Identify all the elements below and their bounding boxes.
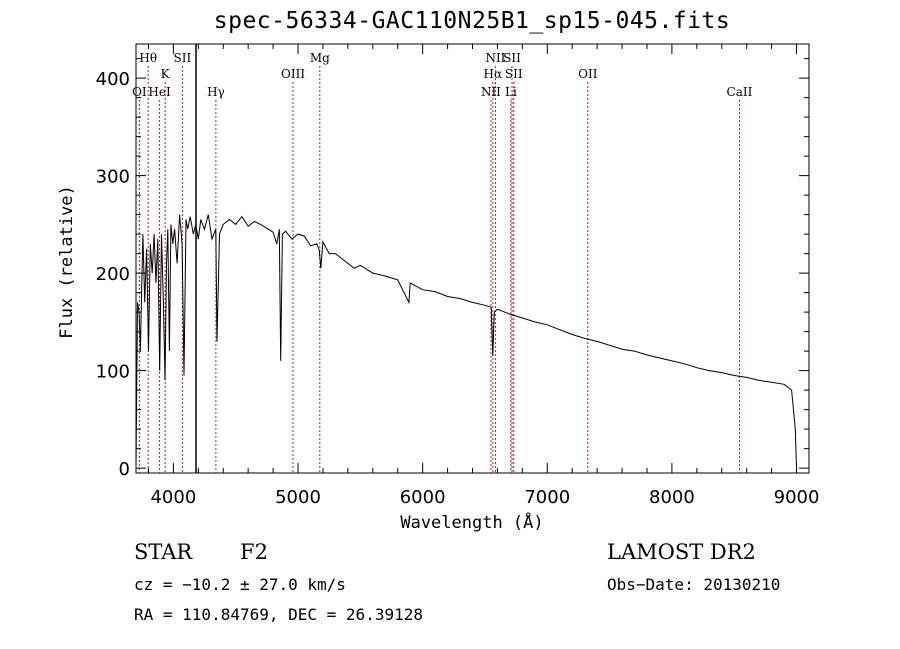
line-label: Hθ <box>139 51 157 65</box>
x-tick-label: 6000 <box>400 487 446 508</box>
line-label: Hα <box>484 67 503 81</box>
line-label: OII <box>578 67 598 81</box>
line-label: K <box>161 67 171 81</box>
line-label: NII <box>481 85 501 99</box>
plot-frame <box>135 43 810 474</box>
chart-title: spec-56334-GAC110N25B1_sp15-045.fits <box>213 8 731 34</box>
object-subclass: F2 <box>240 540 268 564</box>
y-tick-label: 100 <box>96 362 130 383</box>
line-label: SII <box>174 51 192 65</box>
line-markers <box>138 66 740 473</box>
ra-dec: RA = 110.84769, DEC = 26.39128 <box>134 605 423 624</box>
line-label: OI <box>132 85 147 99</box>
line-label: NII <box>485 51 505 65</box>
object-class: STAR <box>134 540 193 564</box>
x-tick-label: 7000 <box>524 487 570 508</box>
line-label: SII <box>503 51 521 65</box>
line-label: Mg <box>310 51 330 65</box>
line-labels: OIHθHeIKSIIHγOIIIMgNIIHαNIISIISIILiOIICa… <box>132 51 753 99</box>
x-axis-title: Wavelength (Å) <box>400 511 543 533</box>
line-label: HeI <box>148 85 171 99</box>
spectrum-line <box>135 214 797 469</box>
y-tick-label: 0 <box>119 459 130 480</box>
line-label: CaII <box>727 85 753 99</box>
redshift-cz: cz = −10.2 ± 27.0 km/s <box>134 575 346 594</box>
observation-date: Obs−Date: 20130210 <box>607 575 781 594</box>
x-tick-label: 4000 <box>150 487 196 508</box>
y-tick-label: 200 <box>96 264 130 285</box>
y-ticks: 0 100 200 300 400 <box>96 58 809 480</box>
y-tick-label: 300 <box>96 167 130 188</box>
y-axis-title: Flux (relative) <box>57 185 77 339</box>
line-label: Hγ <box>207 85 225 99</box>
y-tick-label: 400 <box>96 69 130 90</box>
line-label: SII <box>505 67 523 81</box>
x-tick-label: 5000 <box>275 487 321 508</box>
line-label: OIII <box>281 67 305 81</box>
x-ticks: 4000 5000 6000 7000 8000 9000 <box>147 44 820 508</box>
survey-release: LAMOST DR2 <box>607 540 756 564</box>
x-tick-label: 8000 <box>649 487 695 508</box>
x-tick-label: 9000 <box>774 487 820 508</box>
line-label: Li <box>505 85 517 99</box>
